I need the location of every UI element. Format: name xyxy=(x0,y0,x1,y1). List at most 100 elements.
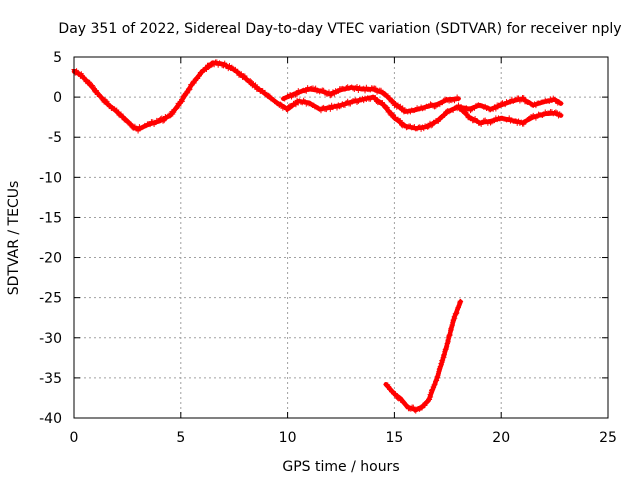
data-point xyxy=(285,107,291,113)
data-point xyxy=(135,128,141,134)
x-tick-label: 20 xyxy=(492,430,510,446)
data-point xyxy=(427,397,433,403)
data-point xyxy=(103,98,109,104)
x-axis-title: GPS time / hours xyxy=(282,459,399,475)
x-tick-label: 10 xyxy=(279,430,297,446)
data-point xyxy=(299,100,305,106)
data-point xyxy=(331,91,337,97)
y-tick-label: -40 xyxy=(39,411,62,427)
data-point xyxy=(313,85,319,91)
data-point xyxy=(361,85,367,91)
data-point xyxy=(195,75,201,81)
data-point xyxy=(492,118,498,124)
data-point xyxy=(329,92,335,98)
data-point xyxy=(93,87,99,93)
data-point xyxy=(397,118,403,124)
data-point xyxy=(161,118,167,124)
data-point xyxy=(462,108,468,114)
data-point xyxy=(516,95,522,101)
x-tick-label: 15 xyxy=(385,430,403,446)
data-point xyxy=(381,102,387,108)
data-point xyxy=(435,119,441,125)
y-axis-title: SDTVAR / TECUs xyxy=(6,181,22,296)
data-point xyxy=(354,83,360,89)
x-tick-label: 5 xyxy=(176,430,185,446)
series-trace-lower-2 xyxy=(370,94,461,132)
data-point xyxy=(493,106,499,112)
y-tick-label: -5 xyxy=(48,130,62,146)
y-tick-label: -20 xyxy=(39,251,62,267)
data-point xyxy=(506,115,512,121)
data-point xyxy=(431,385,437,391)
data-point xyxy=(410,404,416,410)
data-point xyxy=(362,88,368,94)
data-point xyxy=(267,93,273,99)
data-point xyxy=(81,74,87,80)
data-point xyxy=(353,97,359,103)
data-point xyxy=(242,73,248,79)
plot-frame xyxy=(73,56,609,419)
data-point xyxy=(115,109,121,115)
data-point xyxy=(558,112,564,118)
data-point xyxy=(203,67,209,73)
data-point xyxy=(426,124,432,130)
data-point xyxy=(447,332,453,338)
data-point xyxy=(128,121,134,127)
data-point xyxy=(199,70,205,76)
data-point xyxy=(438,362,444,368)
data-point xyxy=(372,95,378,101)
x-tick-label: 0 xyxy=(70,430,79,446)
data-point xyxy=(318,108,324,114)
data-point xyxy=(90,84,96,90)
data-point xyxy=(303,88,309,94)
data-point xyxy=(428,394,434,400)
x-tick-label: 25 xyxy=(599,430,617,446)
data-point xyxy=(432,382,438,388)
y-tick-label: -25 xyxy=(39,291,62,307)
data-point xyxy=(404,403,410,409)
data-point xyxy=(171,109,177,115)
data-point xyxy=(247,78,253,84)
data-point xyxy=(453,310,459,316)
data-point xyxy=(355,87,361,93)
data-point xyxy=(159,115,165,121)
data-point xyxy=(186,87,192,93)
data-point xyxy=(458,298,464,304)
data-point xyxy=(502,102,508,108)
data-point xyxy=(188,82,194,88)
data-point xyxy=(202,66,208,72)
data-point xyxy=(554,110,560,116)
data-point xyxy=(521,95,527,101)
data-point xyxy=(251,83,257,89)
y-tick-label: -10 xyxy=(39,170,62,186)
data-point xyxy=(342,102,348,108)
data-point xyxy=(335,88,341,94)
data-point xyxy=(196,73,202,79)
data-point xyxy=(167,113,173,119)
data-point xyxy=(390,388,396,394)
data-point xyxy=(211,62,217,68)
data-point xyxy=(397,395,403,401)
data-point xyxy=(114,107,120,113)
data-point xyxy=(378,87,384,93)
data-point xyxy=(434,377,440,383)
data-point xyxy=(214,59,220,65)
data-point xyxy=(392,391,398,397)
data-point xyxy=(427,392,433,398)
data-point xyxy=(442,112,448,118)
data-point xyxy=(419,405,425,411)
y-tick-label: -35 xyxy=(39,371,62,387)
data-point xyxy=(179,98,185,104)
data-point xyxy=(455,96,461,102)
data-point xyxy=(452,315,458,321)
series-trace-lower-1 xyxy=(285,94,376,114)
data-point xyxy=(386,384,392,390)
data-point xyxy=(187,86,193,92)
data-point xyxy=(104,99,110,105)
data-point xyxy=(373,85,379,91)
data-point xyxy=(150,119,156,125)
data-point xyxy=(321,87,327,93)
series-trace-middle-2 xyxy=(370,85,461,115)
data-point xyxy=(118,111,124,117)
